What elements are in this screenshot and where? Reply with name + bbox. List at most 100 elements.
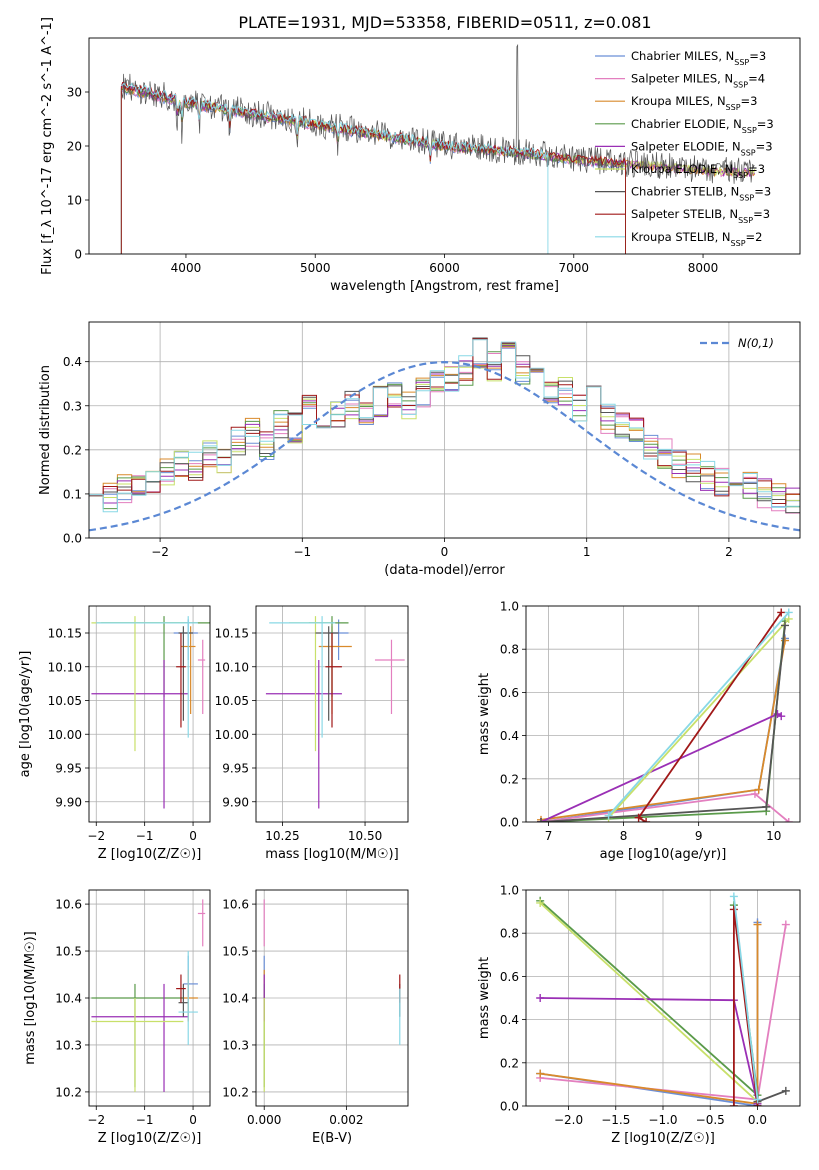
weight-marker <box>750 789 759 798</box>
weight-line <box>607 618 790 819</box>
weight-line <box>607 611 790 817</box>
x-tick-label: 10.25 <box>265 829 299 843</box>
y-tick-label: 0.0 <box>500 1100 519 1114</box>
weight-marker <box>729 1102 738 1106</box>
weight-line <box>540 924 759 1105</box>
weight-marker <box>781 1086 790 1095</box>
x-tick-label: −1.0 <box>648 1113 677 1127</box>
y-tick-label: 10.6 <box>222 898 249 912</box>
y-tick-label: 0.1 <box>63 487 82 501</box>
y-tick-label: 1.0 <box>500 884 519 898</box>
axes-frame <box>88 889 211 1107</box>
legend-entry: Salpeter STELIB, NSSP=3 <box>631 207 770 225</box>
panel-age-vs-mass: 10.25 10.50 9.90 9.95 10.00 10.05 10.10 10.15 ma… <box>215 605 409 862</box>
panel-residuals: −2 −1 0 1 2 0.0 0.1 0.2 0.3 0.4 (data-model)/error… <box>38 321 801 578</box>
y-tick-label: 20 <box>67 140 82 154</box>
x-tick-label: 0.0 <box>748 1113 767 1127</box>
panel-mass-weight-vs-age: 7 8 9 10 0.0 0.2 0.4 0.6 0.8 1.0 age [log10(age/yr… <box>477 600 801 862</box>
y-tick-label: 10.3 <box>55 1038 82 1052</box>
y-tick-label: 0.4 <box>500 1013 519 1027</box>
legend-entry: N(0,1) <box>738 336 774 350</box>
x-tick-label: 8000 <box>688 261 719 275</box>
histogram-step <box>89 339 800 538</box>
axes-frame <box>525 889 801 1107</box>
legend-entry: Kroupa MILES, NSSP=3 <box>631 94 757 112</box>
y-tick-label: 0.8 <box>500 927 519 941</box>
panel-mass-weight-vs-Z: −2.0 −1.5 −1.0 −0.5 0.0 0.0 0.2 0.4 0.6 0.8 1.0 Z [… <box>477 884 801 1146</box>
weight-marker <box>784 608 793 617</box>
x-axis-label: (data-model)/error <box>384 563 505 578</box>
y-tick-label: 10.00 <box>48 728 82 742</box>
panel-mass-vs-Z: −2 −1 0 10.2 10.3 10.4 10.5 10.6 Z [log10(Z/Z☉)]… <box>23 889 211 1146</box>
spectrum-line <box>120 90 626 254</box>
weight-marker <box>634 813 643 822</box>
axes-frame <box>88 37 801 255</box>
x-tick-label: 10.50 <box>348 829 382 843</box>
legend-entry: Chabrier ELODIE, NSSP=3 <box>631 117 774 135</box>
x-axis-label: E(B-V) <box>312 1131 352 1146</box>
spectrum-line <box>121 82 549 254</box>
y-tick-label: 0.6 <box>500 970 519 984</box>
x-tick-label: −1 <box>136 829 154 843</box>
weight-marker <box>780 621 789 630</box>
y-tick-label: 10.00 <box>215 728 249 742</box>
axes-frame <box>525 605 801 823</box>
weight-marker <box>604 811 613 820</box>
y-tick-label: 1.0 <box>500 600 519 614</box>
x-tick-label: 0 <box>441 545 449 559</box>
y-tick-label: 9.95 <box>55 762 82 776</box>
y-tick-label: 0.2 <box>500 1056 519 1070</box>
y-tick-label: 9.95 <box>222 762 249 776</box>
weight-marker <box>784 818 793 822</box>
y-tick-label: 10.10 <box>48 660 82 674</box>
legend-entry: Salpeter MILES, NSSP=4 <box>631 72 765 90</box>
x-tick-label: 8 <box>620 829 628 843</box>
x-axis-label: mass [log10(M/M☉)] <box>265 847 398 862</box>
y-axis-label: mass weight <box>477 673 492 755</box>
x-axis-label: Z [log10(Z/Z☉)] <box>611 1131 715 1146</box>
y-tick-label: 10.15 <box>48 627 82 641</box>
weight-marker <box>753 920 762 929</box>
y-tick-label: 0.3 <box>63 399 82 413</box>
y-axis-label: Normed distribution <box>38 365 53 495</box>
weight-marker <box>536 1069 545 1078</box>
y-axis-label: age [log10(age/yr)] <box>18 651 33 778</box>
x-axis-label: wavelength [Angstrom, rest frame] <box>330 279 559 294</box>
y-tick-label: 10.2 <box>55 1085 82 1099</box>
y-tick-label: 30 <box>67 86 82 100</box>
y-axis-label: mass weight <box>477 957 492 1039</box>
x-tick-label: 10 <box>766 829 781 843</box>
x-tick-label: −1 <box>293 545 311 559</box>
y-tick-label: 10.5 <box>222 945 249 959</box>
y-axis-label: Flux [f_λ 10^-17 erg cm^-2 s^-1 A^-1] <box>40 17 55 275</box>
y-tick-label: 0.2 <box>500 772 519 786</box>
y-tick-label: 0.0 <box>63 532 82 546</box>
y-tick-label: 10.4 <box>222 992 249 1006</box>
y-tick-label: 0.4 <box>500 729 519 743</box>
y-tick-label: 0.2 <box>63 443 82 457</box>
x-tick-label: 2 <box>725 545 733 559</box>
weight-line <box>733 896 759 1100</box>
x-tick-label: 0 <box>189 1113 197 1127</box>
y-tick-label: 0 <box>74 248 82 262</box>
plot-area <box>536 892 790 1106</box>
weight-line <box>540 640 786 821</box>
weight-marker <box>537 818 546 822</box>
x-tick-label: 9 <box>695 829 703 843</box>
x-tick-label: −2.0 <box>554 1113 583 1127</box>
y-tick-label: 10.4 <box>55 992 82 1006</box>
legend-entry: Salpeter ELODIE, NSSP=3 <box>631 139 773 157</box>
axes-frame <box>88 605 211 823</box>
weight-marker <box>753 1095 762 1104</box>
legend-entry: Kroupa STELIB, NSSP=2 <box>631 230 762 248</box>
x-tick-label: 0.002 <box>329 1113 363 1127</box>
y-tick-label: 0.6 <box>500 686 519 700</box>
weight-marker <box>777 712 786 721</box>
weight-marker <box>536 898 545 907</box>
panel-age-vs-Z: −2 −1 0 9.90 9.95 10.00 10.05 10.10 10.15 Z [log1… <box>18 605 211 862</box>
x-tick-label: −1.5 <box>601 1113 630 1127</box>
axes-frame <box>255 889 409 1107</box>
weight-line <box>756 1090 787 1106</box>
x-tick-label: −2 <box>151 545 169 559</box>
